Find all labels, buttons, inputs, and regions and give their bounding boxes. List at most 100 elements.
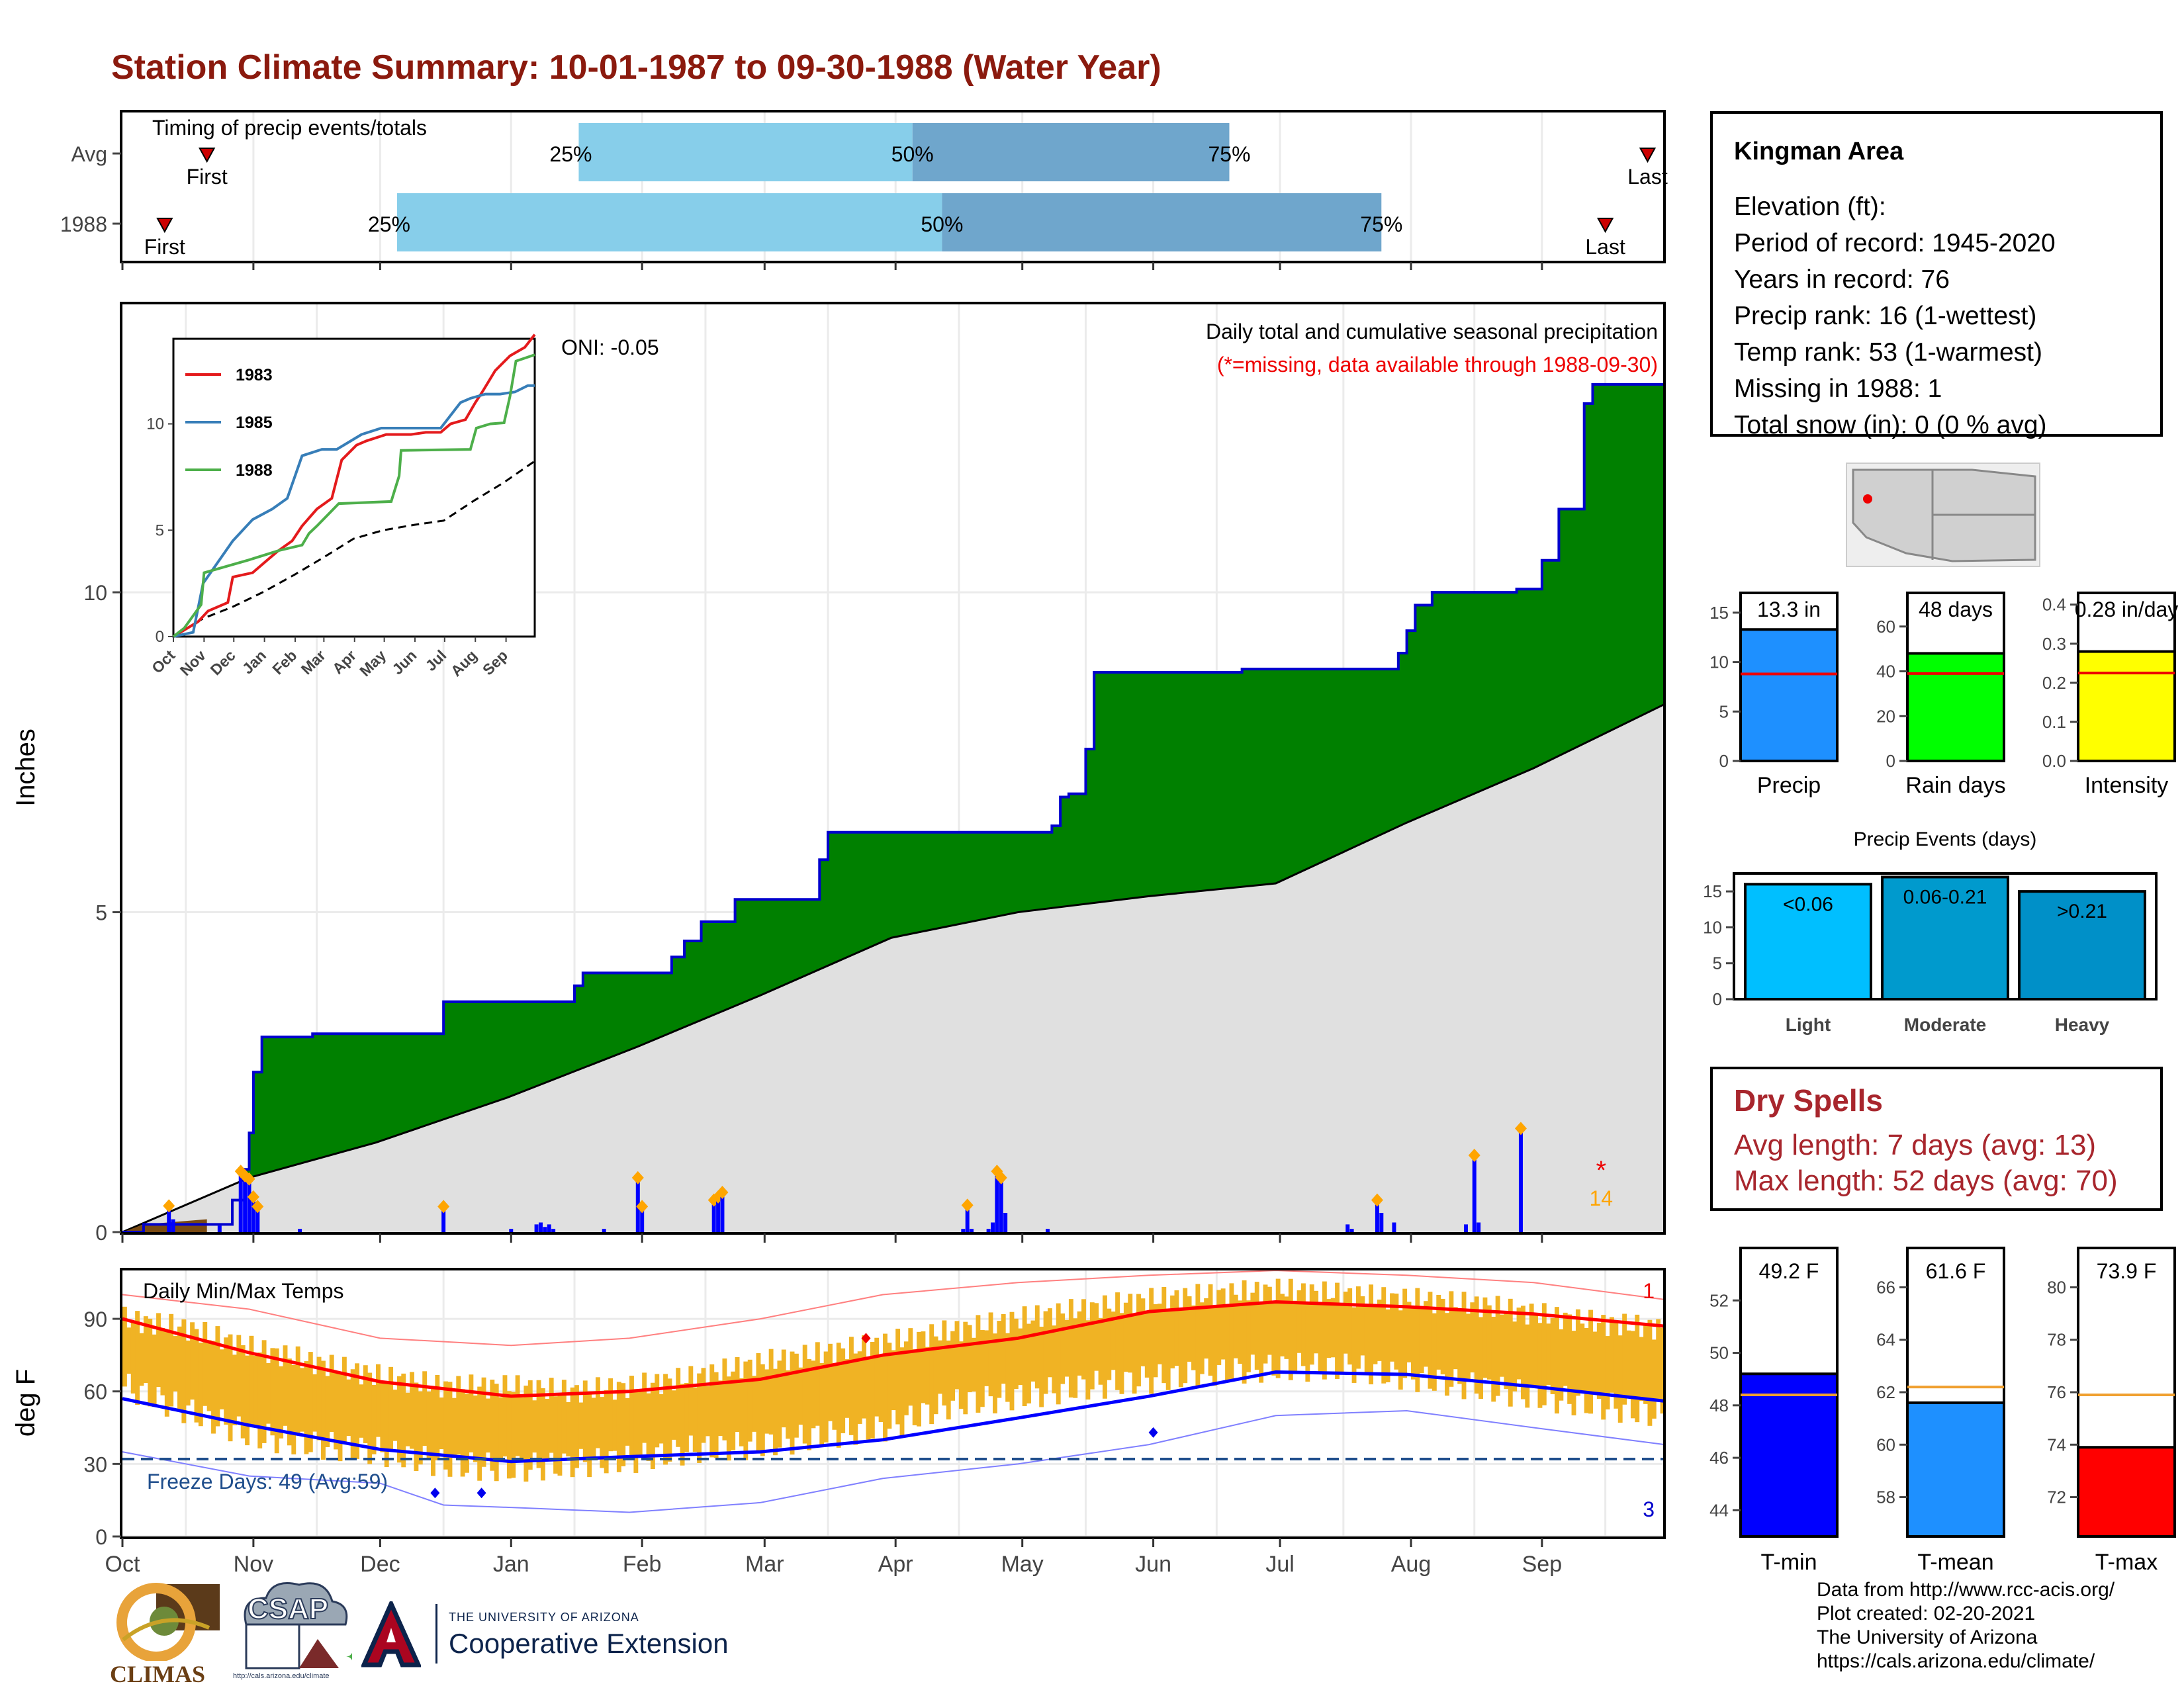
- temp-daily-range: [1174, 1290, 1179, 1366]
- temp-daily-range: [688, 1366, 694, 1436]
- events-bar-label: >0.21: [2057, 901, 2107, 922]
- temp-avg-max-line: [122, 1300, 1665, 1398]
- precip-daily-bar: [1003, 1212, 1008, 1232]
- precip-daily-bar: [986, 1229, 991, 1232]
- season-temp-category: T-max: [2095, 1550, 2158, 1575]
- temp-daily-range: [1369, 1284, 1374, 1385]
- season-precip-0-ytick-label: 10: [1709, 652, 1729, 672]
- events-ytick-label: 0: [1713, 989, 1722, 1009]
- temp-daily-range: [701, 1368, 706, 1443]
- temp-daily-range: [709, 1364, 715, 1458]
- temp-daily-range: [418, 1391, 423, 1465]
- temp-daily-range: [1541, 1303, 1547, 1405]
- temp-daily-range: [1107, 1308, 1112, 1380]
- temp-daily-range: [692, 1387, 698, 1452]
- temp-daily-range: [650, 1382, 655, 1469]
- temp-daily-range: [502, 1375, 508, 1457]
- temp-daily-range: [1360, 1296, 1365, 1356]
- precip-daily-bar: [1379, 1212, 1384, 1232]
- temp-daily-range: [1115, 1292, 1120, 1390]
- temp-daily-range: [1225, 1305, 1230, 1381]
- ua-logo-line1: THE UNIVERSITY OF ARIZONA: [449, 1611, 639, 1624]
- precip-daily-marker: [1514, 1122, 1527, 1135]
- precip-daily-bar: [534, 1224, 539, 1232]
- temp-daily-range: [456, 1376, 461, 1455]
- precip-daily-bar: [543, 1227, 547, 1232]
- inset-ytick-label: 5: [156, 521, 164, 539]
- events-bar: [1881, 875, 2009, 1001]
- temp-daily-range: [515, 1375, 520, 1456]
- precip-daily-marker: [437, 1200, 450, 1214]
- temp-daily-range: [160, 1327, 165, 1396]
- temp-daily-range: [1284, 1296, 1289, 1359]
- temp-daily-range: [671, 1390, 676, 1440]
- temp-daily-range: [363, 1365, 368, 1444]
- temp-daily-range: [1559, 1329, 1564, 1401]
- season-precip-1-ytick-label: 60: [1876, 617, 1895, 637]
- temp-daily-range: [1445, 1313, 1449, 1396]
- temp-daily-range: [185, 1340, 191, 1406]
- temp-daily-range: [1077, 1311, 1082, 1376]
- temp-daily-range: [1504, 1313, 1509, 1390]
- temp-daily-range: [574, 1385, 579, 1468]
- precip-daily-bar: [995, 1171, 999, 1232]
- temp-daily-range: [958, 1341, 964, 1409]
- events-bar-label: <0.06: [1783, 893, 1833, 915]
- temp-daily-range: [917, 1331, 921, 1427]
- climas-logo-text: CLIMAS: [110, 1661, 206, 1687]
- precip-daily-bar: [441, 1206, 446, 1232]
- temp-daily-range: [752, 1376, 757, 1432]
- temp-daily-range: [1406, 1302, 1412, 1362]
- temp-record-low-point: [477, 1488, 486, 1499]
- temp-daily-range: [325, 1376, 330, 1447]
- temp-daily-range: [684, 1382, 689, 1452]
- temp-chart: Daily Min/Max Temps Freeze Days: 49 (Avg:…: [11, 1268, 1666, 1577]
- precip-daily-marker: [961, 1198, 974, 1212]
- temp-daily-range: [1571, 1331, 1576, 1415]
- temp-daily-range: [274, 1348, 279, 1454]
- temp-daily-range: [857, 1351, 862, 1424]
- station-name: Kingman Area: [1734, 138, 1904, 165]
- temp-daily-range: [376, 1364, 381, 1437]
- temp-daily-range: [1073, 1318, 1078, 1398]
- temp-daily-range: [520, 1397, 524, 1462]
- season-temp-bar: [2077, 1446, 2176, 1538]
- temp-daily-range: [883, 1333, 887, 1442]
- temp-daily-range: [1525, 1324, 1530, 1408]
- season-precip-0-category: Precip: [1757, 773, 1821, 798]
- precip-daily-marker: [636, 1200, 649, 1214]
- temp-daily-range: [1432, 1313, 1437, 1391]
- temp-daily-range: [735, 1356, 740, 1433]
- temp-daily-range: [1381, 1287, 1387, 1384]
- precip-daily-marker: [995, 1171, 1007, 1184]
- temp-daily-range: [240, 1345, 246, 1439]
- temp-daily-range: [1229, 1283, 1234, 1380]
- temp-daily-range: [553, 1396, 559, 1474]
- inset-legend-label: 1988: [236, 461, 273, 480]
- precip-daily-bar: [965, 1205, 970, 1232]
- temp-daily-range: [1390, 1293, 1394, 1362]
- season-temp-ytick-label: 80: [2047, 1277, 2066, 1297]
- temp-daily-range: [148, 1318, 153, 1407]
- season-temp-ytick-label: 44: [1709, 1500, 1729, 1520]
- climas-logo: CLIMAS: [110, 1581, 222, 1687]
- season-temp-ytick-label: 66: [1876, 1277, 1895, 1297]
- timing-last-marker: [1596, 218, 1614, 234]
- temp-daily-range: [473, 1395, 478, 1462]
- page-title: Station Climate Summary: 10-01-1987 to 0…: [111, 48, 1161, 87]
- temp-daily-range: [1060, 1313, 1066, 1384]
- timing-row-label: 1988: [60, 212, 107, 236]
- events-category: Heavy: [2055, 1014, 2110, 1035]
- timing-bar-25-50: [578, 123, 913, 181]
- temp-daily-range: [1056, 1303, 1061, 1405]
- season-temp-category: T-min: [1761, 1550, 1817, 1575]
- season-precip-1-bar: [1906, 652, 2005, 762]
- temp-daily-range: [595, 1377, 600, 1448]
- precip-chart: 0 5 10 Inches Daily total and cumulative sea…: [11, 302, 1666, 1245]
- timing-first-label: First: [187, 165, 228, 189]
- temp-daily-range: [848, 1337, 854, 1435]
- temp-record-min-line: [122, 1409, 1665, 1513]
- precip-daily-bar: [298, 1229, 302, 1232]
- season-temp-ytick-label: 46: [1709, 1448, 1729, 1468]
